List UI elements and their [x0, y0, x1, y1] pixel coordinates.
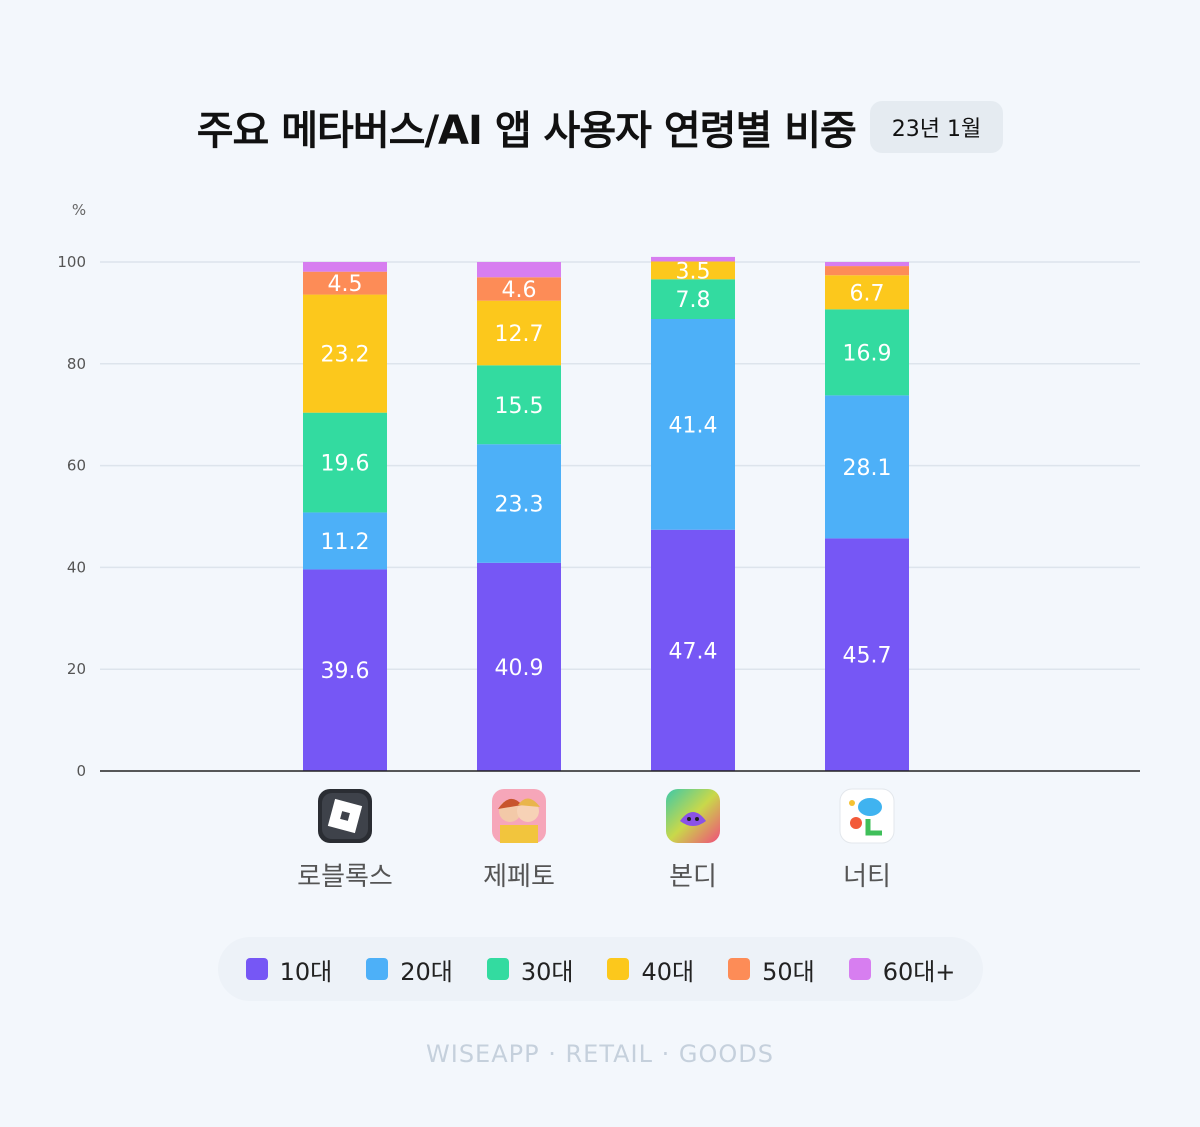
- bar-segment: [477, 262, 561, 278]
- data-label: 28.1: [843, 456, 892, 481]
- data-label: 47.4: [669, 639, 718, 664]
- bar-segment: [825, 309, 909, 396]
- nutty-app-icon: [839, 788, 895, 844]
- bar-segment: [303, 271, 387, 295]
- data-label: 15.5: [495, 394, 544, 419]
- x-category-label: 제페토: [483, 862, 555, 892]
- bar-segment: [825, 266, 909, 276]
- data-label: 40.9: [495, 656, 544, 681]
- legend-item: 30대: [486, 952, 574, 987]
- bar-segment: [825, 538, 909, 771]
- legend-label: 20대: [400, 957, 453, 986]
- stacked-bar-chart: % 0 20 40 60 80 100 39.6 11.2 19.6 23.2 4.5 로블록스 40.9…: [57, 201, 1140, 892]
- data-label: 12.7: [495, 322, 544, 347]
- x-category-label: 로블록스: [297, 862, 393, 892]
- bar-segment: [651, 261, 735, 280]
- legend-label: 40대: [641, 957, 695, 986]
- bar-segment: [303, 294, 387, 413]
- bar-segment: [303, 262, 387, 272]
- roblox-app-icon: [318, 789, 372, 843]
- legend-label: 50대: [762, 957, 815, 986]
- bar-segment: [477, 277, 561, 301]
- bar-segment: [651, 279, 735, 320]
- legend-swatch: [486, 958, 509, 980]
- legend-item: 50대: [728, 952, 815, 987]
- bar-segment: [825, 262, 909, 267]
- legend: 10대 20대 30대 40대 50대 60대+: [218, 937, 983, 1001]
- data-label: 4.5: [328, 272, 363, 297]
- x-category-label: 본디: [669, 862, 717, 892]
- bar-segment: [651, 529, 735, 771]
- data-label: 7.8: [676, 288, 711, 313]
- data-label: 6.7: [850, 281, 885, 306]
- legend-label: 30대: [520, 957, 574, 986]
- legend-swatch: [848, 958, 871, 980]
- y-axis-unit: %: [72, 201, 86, 219]
- y-tick-label: 80: [67, 355, 86, 373]
- legend-swatch: [245, 958, 268, 980]
- legend-label: 10대: [279, 957, 333, 986]
- y-tick-label: 20: [67, 660, 86, 678]
- bar-segment: [651, 319, 735, 530]
- bar-segment: [303, 569, 387, 771]
- data-label: 23.2: [321, 343, 370, 368]
- legend-item: 40대: [607, 952, 694, 987]
- legend-swatch: [607, 958, 630, 980]
- bar-segment: [303, 512, 387, 570]
- data-label: 45.7: [843, 644, 892, 669]
- data-label: 4.6: [502, 278, 537, 303]
- y-tick-label: 100: [57, 253, 86, 271]
- bondee-app-icon: [666, 789, 720, 843]
- watermark-footer: WISEAPP · RETAIL · GOODS: [426, 1040, 774, 1068]
- data-label: 39.6: [321, 659, 370, 684]
- data-label: 3.5: [676, 259, 711, 284]
- bar-segment: [477, 444, 561, 563]
- data-label: 23.3: [495, 493, 544, 518]
- bar-segment: [303, 412, 387, 513]
- legend-label: 60대+: [882, 957, 956, 986]
- legend-swatch: [728, 958, 751, 980]
- chart-header: 주요 메타버스/AI 앱 사용자 연령별 비중 23년 1월: [0, 98, 1200, 156]
- data-label: 19.6: [321, 452, 370, 477]
- bar-segment: [825, 275, 909, 310]
- data-label: 41.4: [669, 413, 718, 438]
- bar-segment: [477, 365, 561, 445]
- y-tick-label: 0: [76, 762, 86, 780]
- data-label: 11.2: [321, 530, 370, 555]
- bar-segment: [477, 562, 561, 771]
- legend-item: 10대: [245, 952, 333, 987]
- legend-swatch: [366, 958, 389, 980]
- legend-item: 20대: [366, 952, 453, 987]
- y-tick-label: 60: [67, 457, 86, 475]
- data-label: 16.9: [843, 341, 892, 366]
- bar-segment: [651, 256, 735, 262]
- bar-segment: [477, 300, 561, 366]
- zepeto-app-icon: [492, 789, 546, 843]
- x-category-label: 너티: [843, 862, 891, 892]
- y-tick-label: 40: [67, 558, 86, 576]
- bar-segment: [825, 395, 909, 539]
- date-badge: 23년 1월: [869, 101, 1004, 153]
- chart-title: 주요 메타버스/AI 앱 사용자 연령별 비중: [196, 108, 857, 154]
- legend-item: 60대+: [848, 952, 956, 987]
